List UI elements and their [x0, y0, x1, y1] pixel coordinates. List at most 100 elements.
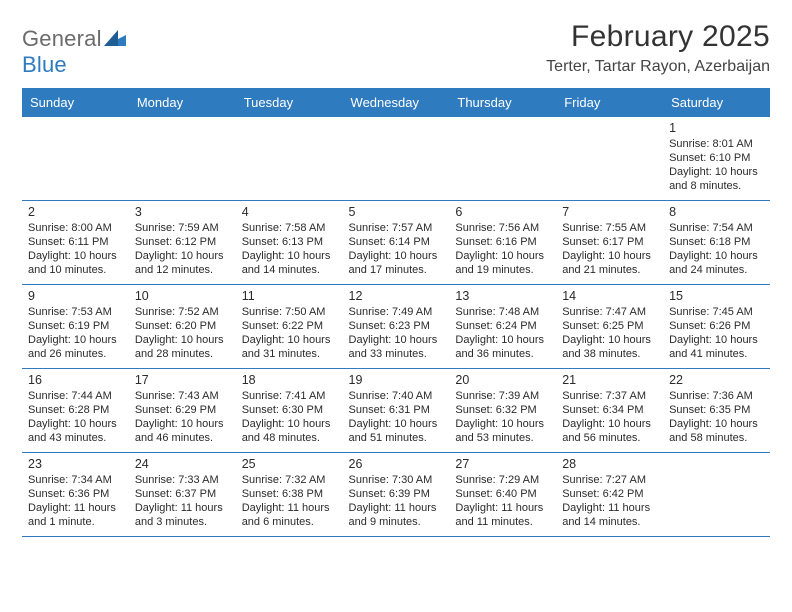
- day-number: 4: [242, 205, 337, 219]
- weekday-header: Friday: [556, 89, 663, 117]
- day-number: 26: [349, 457, 444, 471]
- calendar-day-cell: 5Sunrise: 7:57 AMSunset: 6:14 PMDaylight…: [343, 201, 450, 285]
- sunset-text: Sunset: 6:16 PM: [455, 235, 550, 249]
- sunset-text: Sunset: 6:32 PM: [455, 403, 550, 417]
- day-number: 22: [669, 373, 764, 387]
- daylight-text: Daylight: 10 hours and 36 minutes.: [455, 333, 550, 361]
- title-block: February 2025 Terter, Tartar Rayon, Azer…: [546, 20, 770, 76]
- daylight-text: Daylight: 10 hours and 12 minutes.: [135, 249, 230, 277]
- calendar-day-cell: 15Sunrise: 7:45 AMSunset: 6:26 PMDayligh…: [663, 285, 770, 369]
- day-number: 7: [562, 205, 657, 219]
- day-number: 15: [669, 289, 764, 303]
- day-number: 16: [28, 373, 123, 387]
- daylight-text: Daylight: 10 hours and 14 minutes.: [242, 249, 337, 277]
- sunrise-text: Sunrise: 7:36 AM: [669, 389, 764, 403]
- sunset-text: Sunset: 6:19 PM: [28, 319, 123, 333]
- daylight-text: Daylight: 10 hours and 21 minutes.: [562, 249, 657, 277]
- calendar-blank-cell: [22, 117, 129, 201]
- sunset-text: Sunset: 6:12 PM: [135, 235, 230, 249]
- sunrise-text: Sunrise: 8:00 AM: [28, 221, 123, 235]
- calendar-blank-cell: [129, 117, 236, 201]
- calendar-day-cell: 9Sunrise: 7:53 AMSunset: 6:19 PMDaylight…: [22, 285, 129, 369]
- weekday-header-row: Sunday Monday Tuesday Wednesday Thursday…: [22, 89, 770, 117]
- daylight-text: Daylight: 10 hours and 51 minutes.: [349, 417, 444, 445]
- daylight-text: Daylight: 11 hours and 9 minutes.: [349, 501, 444, 529]
- calendar-day-cell: 14Sunrise: 7:47 AMSunset: 6:25 PMDayligh…: [556, 285, 663, 369]
- sunset-text: Sunset: 6:37 PM: [135, 487, 230, 501]
- sunrise-text: Sunrise: 7:32 AM: [242, 473, 337, 487]
- sunset-text: Sunset: 6:14 PM: [349, 235, 444, 249]
- day-number: 19: [349, 373, 444, 387]
- daylight-text: Daylight: 10 hours and 33 minutes.: [349, 333, 444, 361]
- day-number: 25: [242, 457, 337, 471]
- sunset-text: Sunset: 6:28 PM: [28, 403, 123, 417]
- location-subtitle: Terter, Tartar Rayon, Azerbaijan: [546, 58, 770, 76]
- calendar-day-cell: 4 Sunrise: 7:58 AMSunset: 6:13 PMDaylight…: [236, 201, 343, 285]
- day-number: 8: [669, 205, 764, 219]
- sunset-text: Sunset: 6:13 PM: [242, 235, 337, 249]
- calendar-blank-cell: [556, 117, 663, 201]
- calendar-body: 1Sunrise: 8:01 AMSunset: 6:10 PMDaylight…: [22, 117, 770, 537]
- sunrise-text: Sunrise: 7:48 AM: [455, 305, 550, 319]
- logo: General Blue: [22, 20, 126, 78]
- sunrise-text: Sunrise: 7:56 AM: [455, 221, 550, 235]
- weekday-header: Saturday: [663, 89, 770, 117]
- sunrise-text: Sunrise: 7:37 AM: [562, 389, 657, 403]
- calendar-day-cell: 28Sunrise: 7:27 AMSunset: 6:42 PMDayligh…: [556, 453, 663, 537]
- calendar-day-cell: 12Sunrise: 7:49 AMSunset: 6:23 PMDayligh…: [343, 285, 450, 369]
- sunrise-text: Sunrise: 7:50 AM: [242, 305, 337, 319]
- sunrise-text: Sunrise: 7:33 AM: [135, 473, 230, 487]
- daylight-text: Daylight: 10 hours and 41 minutes.: [669, 333, 764, 361]
- daylight-text: Daylight: 10 hours and 38 minutes.: [562, 333, 657, 361]
- calendar-day-cell: 18Sunrise: 7:41 AMSunset: 6:30 PMDayligh…: [236, 369, 343, 453]
- daylight-text: Daylight: 11 hours and 6 minutes.: [242, 501, 337, 529]
- sunrise-text: Sunrise: 7:55 AM: [562, 221, 657, 235]
- calendar-day-cell: 8Sunrise: 7:54 AMSunset: 6:18 PMDaylight…: [663, 201, 770, 285]
- calendar-day-cell: 27Sunrise: 7:29 AMSunset: 6:40 PMDayligh…: [449, 453, 556, 537]
- sunrise-text: Sunrise: 7:39 AM: [455, 389, 550, 403]
- sunrise-text: Sunrise: 7:29 AM: [455, 473, 550, 487]
- logo-text: General Blue: [22, 26, 126, 78]
- calendar-day-cell: 17Sunrise: 7:43 AMSunset: 6:29 PMDayligh…: [129, 369, 236, 453]
- calendar-week-row: 1Sunrise: 8:01 AMSunset: 6:10 PMDaylight…: [22, 117, 770, 201]
- calendar-blank-cell: [449, 117, 556, 201]
- daylight-text: Daylight: 10 hours and 8 minutes.: [669, 165, 764, 193]
- calendar-day-cell: 21Sunrise: 7:37 AMSunset: 6:34 PMDayligh…: [556, 369, 663, 453]
- sunset-text: Sunset: 6:29 PM: [135, 403, 230, 417]
- sunrise-text: Sunrise: 7:40 AM: [349, 389, 444, 403]
- logo-word-2: Blue: [22, 52, 67, 77]
- sunset-text: Sunset: 6:31 PM: [349, 403, 444, 417]
- calendar-week-row: 23Sunrise: 7:34 AMSunset: 6:36 PMDayligh…: [22, 453, 770, 537]
- daylight-text: Daylight: 11 hours and 3 minutes.: [135, 501, 230, 529]
- daylight-text: Daylight: 10 hours and 48 minutes.: [242, 417, 337, 445]
- sunrise-text: Sunrise: 7:49 AM: [349, 305, 444, 319]
- sunset-text: Sunset: 6:18 PM: [669, 235, 764, 249]
- weekday-header: Wednesday: [343, 89, 450, 117]
- calendar-week-row: 9Sunrise: 7:53 AMSunset: 6:19 PMDaylight…: [22, 285, 770, 369]
- calendar-day-cell: 26Sunrise: 7:30 AMSunset: 6:39 PMDayligh…: [343, 453, 450, 537]
- day-number: 3: [135, 205, 230, 219]
- daylight-text: Daylight: 10 hours and 31 minutes.: [242, 333, 337, 361]
- daylight-text: Daylight: 10 hours and 58 minutes.: [669, 417, 764, 445]
- day-number: 9: [28, 289, 123, 303]
- daylight-text: Daylight: 11 hours and 14 minutes.: [562, 501, 657, 529]
- calendar-week-row: 16Sunrise: 7:44 AMSunset: 6:28 PMDayligh…: [22, 369, 770, 453]
- day-number: 2: [28, 205, 123, 219]
- sunset-text: Sunset: 6:20 PM: [135, 319, 230, 333]
- weekday-header: Tuesday: [236, 89, 343, 117]
- daylight-text: Daylight: 10 hours and 56 minutes.: [562, 417, 657, 445]
- sunrise-text: Sunrise: 7:43 AM: [135, 389, 230, 403]
- sunrise-text: Sunrise: 7:58 AM: [242, 221, 337, 235]
- calendar-day-cell: 11Sunrise: 7:50 AMSunset: 6:22 PMDayligh…: [236, 285, 343, 369]
- day-number: 6: [455, 205, 550, 219]
- sunset-text: Sunset: 6:40 PM: [455, 487, 550, 501]
- sunrise-text: Sunrise: 7:47 AM: [562, 305, 657, 319]
- daylight-text: Daylight: 10 hours and 19 minutes.: [455, 249, 550, 277]
- day-number: 24: [135, 457, 230, 471]
- calendar-table: Sunday Monday Tuesday Wednesday Thursday…: [22, 88, 770, 537]
- sunset-text: Sunset: 6:34 PM: [562, 403, 657, 417]
- sunrise-text: Sunrise: 7:57 AM: [349, 221, 444, 235]
- calendar-week-row: 2Sunrise: 8:00 AMSunset: 6:11 PMDaylight…: [22, 201, 770, 285]
- calendar-head: Sunday Monday Tuesday Wednesday Thursday…: [22, 89, 770, 117]
- daylight-text: Daylight: 10 hours and 10 minutes.: [28, 249, 123, 277]
